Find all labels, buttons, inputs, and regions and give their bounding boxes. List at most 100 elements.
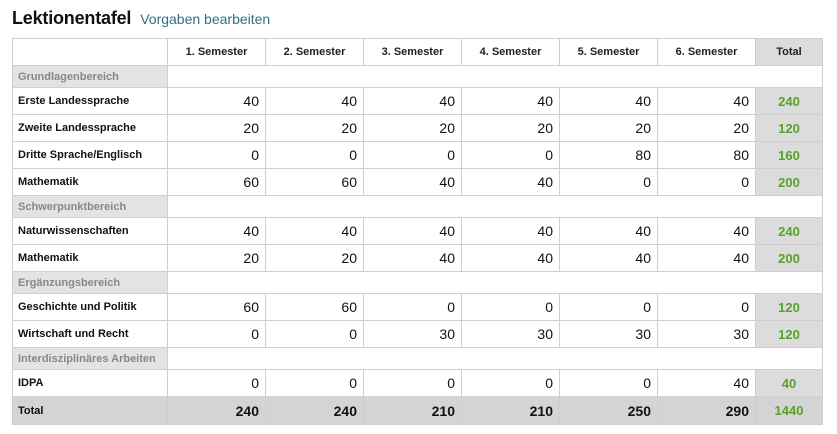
row-total-cell: 240 [755, 217, 823, 245]
semester-value-cell[interactable]: 20 [363, 114, 462, 142]
row-total-cell: 160 [755, 141, 823, 169]
section-row: Grundlagenbereich [12, 65, 823, 88]
semester-value-cell[interactable]: 0 [363, 369, 462, 397]
row-total-cell: 120 [755, 293, 823, 321]
semester-value-cell[interactable]: 40 [657, 87, 756, 115]
semester-value-cell[interactable]: 40 [363, 87, 462, 115]
semester-value-cell[interactable]: 0 [265, 320, 364, 348]
section-fill [167, 195, 823, 218]
table-row: IDPA 0 0 0 0 0 40 40 [12, 369, 823, 397]
semester-value-cell[interactable]: 20 [559, 114, 658, 142]
column-header: 5. Semester [559, 38, 658, 66]
semester-value-cell[interactable]: 40 [657, 369, 756, 397]
semester-value-cell[interactable]: 0 [363, 293, 462, 321]
semester-value-cell[interactable]: 0 [657, 168, 756, 196]
semester-value-cell[interactable]: 20 [461, 114, 560, 142]
row-total-cell: 120 [755, 320, 823, 348]
semester-value-cell[interactable]: 40 [559, 244, 658, 272]
semester-value-cell[interactable]: 30 [657, 320, 756, 348]
curriculum-table: 1. Semester 2. Semester 3. Semester 4. S… [12, 38, 823, 425]
column-header: 6. Semester [657, 38, 756, 66]
semester-value-cell[interactable]: 40 [167, 217, 266, 245]
semester-value-cell[interactable]: 40 [461, 217, 560, 245]
semester-value-cell[interactable]: 40 [559, 217, 658, 245]
semester-value-cell[interactable]: 40 [461, 244, 560, 272]
table-row: Mathematik 60 60 40 40 0 0 200 [12, 168, 823, 196]
semester-value-cell[interactable]: 30 [363, 320, 462, 348]
section-label: Grundlagenbereich [12, 65, 168, 88]
column-header: 2. Semester [265, 38, 364, 66]
section-fill [167, 271, 823, 294]
semester-value-cell[interactable]: 20 [657, 114, 756, 142]
total-row-label: Total [12, 396, 168, 425]
semester-total-cell: 240 [265, 396, 364, 425]
row-total-cell: 200 [755, 168, 823, 196]
semester-value-cell[interactable]: 80 [559, 141, 658, 169]
semester-value-cell[interactable]: 40 [363, 244, 462, 272]
table-row: Mathematik 20 20 40 40 40 40 200 [12, 244, 823, 272]
table-row: Naturwissenschaften 40 40 40 40 40 40 240 [12, 217, 823, 245]
semester-value-cell[interactable]: 40 [657, 244, 756, 272]
semester-value-cell[interactable]: 80 [657, 141, 756, 169]
semester-value-cell[interactable]: 20 [265, 244, 364, 272]
semester-value-cell[interactable]: 60 [167, 168, 266, 196]
column-header: 4. Semester [461, 38, 560, 66]
semester-value-cell[interactable]: 60 [265, 293, 364, 321]
semester-value-cell[interactable]: 40 [461, 168, 560, 196]
semester-value-cell[interactable]: 40 [657, 217, 756, 245]
semester-total-cell: 210 [363, 396, 462, 425]
section-row: Ergänzungsbereich [12, 271, 823, 294]
semester-value-cell[interactable]: 60 [265, 168, 364, 196]
subject-label: Mathematik [12, 244, 168, 272]
semester-value-cell[interactable]: 40 [265, 87, 364, 115]
section-label: Interdisziplinäres Arbeiten [12, 347, 168, 370]
semester-value-cell[interactable]: 0 [461, 141, 560, 169]
semester-total-cell: 240 [167, 396, 266, 425]
semester-value-cell[interactable]: 0 [559, 369, 658, 397]
semester-value-cell[interactable]: 40 [265, 217, 364, 245]
table-row: Erste Landessprache 40 40 40 40 40 40 240 [12, 87, 823, 115]
column-header: 1. Semester [167, 38, 266, 66]
grand-total-cell: 1440 [755, 396, 823, 425]
semester-value-cell[interactable]: 20 [167, 114, 266, 142]
semester-value-cell[interactable]: 0 [461, 293, 560, 321]
total-column-header: Total [755, 38, 823, 66]
semester-value-cell[interactable]: 0 [265, 369, 364, 397]
semester-value-cell[interactable]: 30 [559, 320, 658, 348]
row-total-cell: 240 [755, 87, 823, 115]
semester-value-cell[interactable]: 0 [461, 369, 560, 397]
semester-value-cell[interactable]: 0 [265, 141, 364, 169]
row-total-cell: 120 [755, 114, 823, 142]
semester-value-cell[interactable]: 30 [461, 320, 560, 348]
semester-value-cell[interactable]: 40 [167, 87, 266, 115]
semester-value-cell[interactable]: 40 [363, 168, 462, 196]
table-row: Geschichte und Politik 60 60 0 0 0 0 120 [12, 293, 823, 321]
semester-value-cell[interactable]: 0 [167, 369, 266, 397]
semester-value-cell[interactable]: 40 [559, 87, 658, 115]
semester-value-cell[interactable]: 20 [167, 244, 266, 272]
subject-label: IDPA [12, 369, 168, 397]
semester-value-cell[interactable]: 40 [461, 87, 560, 115]
semester-value-cell[interactable]: 20 [265, 114, 364, 142]
table-row: Wirtschaft und Recht 0 0 30 30 30 30 120 [12, 320, 823, 348]
subject-label: Wirtschaft und Recht [12, 320, 168, 348]
corner-cell [12, 38, 168, 66]
semester-value-cell[interactable]: 0 [657, 293, 756, 321]
section-fill [167, 65, 823, 88]
table-row: Zweite Landessprache 20 20 20 20 20 20 120 [12, 114, 823, 142]
semester-value-cell[interactable]: 0 [167, 320, 266, 348]
semester-value-cell[interactable]: 60 [167, 293, 266, 321]
semester-value-cell[interactable]: 0 [363, 141, 462, 169]
semester-total-cell: 290 [657, 396, 756, 425]
header: Lektionentafel Vorgaben bearbeiten [12, 8, 270, 32]
section-fill [167, 347, 823, 370]
semester-value-cell[interactable]: 0 [167, 141, 266, 169]
semester-value-cell[interactable]: 0 [559, 168, 658, 196]
row-total-cell: 200 [755, 244, 823, 272]
semester-value-cell[interactable]: 0 [559, 293, 658, 321]
subject-label: Geschichte und Politik [12, 293, 168, 321]
edit-defaults-link[interactable]: Vorgaben bearbeiten [140, 11, 271, 27]
section-row: Schwerpunktbereich [12, 195, 823, 218]
table-body: Grundlagenbereich Erste Landessprache 40 40… [12, 65, 823, 425]
semester-value-cell[interactable]: 40 [363, 217, 462, 245]
